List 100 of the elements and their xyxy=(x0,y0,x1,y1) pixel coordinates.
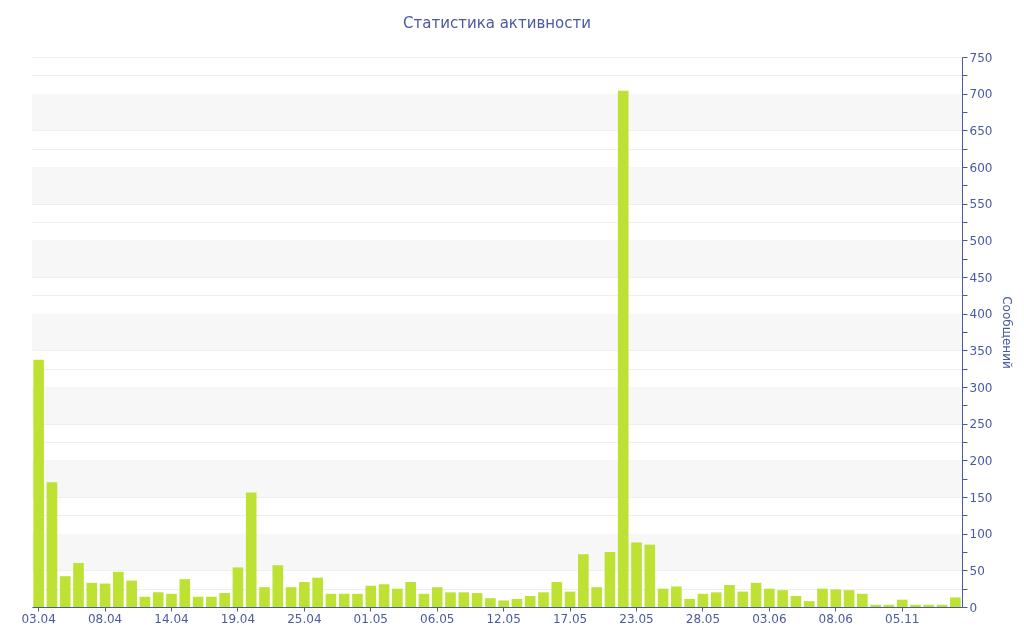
bar xyxy=(538,592,549,607)
bar xyxy=(431,587,443,607)
bar xyxy=(777,590,788,607)
bar xyxy=(843,590,855,607)
bar xyxy=(750,582,762,607)
bar xyxy=(511,598,523,607)
bar xyxy=(830,589,842,607)
y-tick-label: 200 xyxy=(969,453,993,468)
chart-title: Статистика активности xyxy=(403,14,591,32)
y-tick-label: 750 xyxy=(969,50,993,65)
bar xyxy=(923,604,935,607)
bar xyxy=(950,597,961,607)
bar xyxy=(817,588,828,607)
x-tick-label: 12.05 xyxy=(486,611,521,626)
bar xyxy=(86,582,98,607)
bar xyxy=(485,598,496,607)
y-tick-label: 350 xyxy=(969,343,993,358)
y-tick-label: 500 xyxy=(969,233,993,248)
y-tick-label: 100 xyxy=(969,527,993,542)
y-tick-label: 250 xyxy=(969,417,993,432)
bar xyxy=(392,588,403,607)
x-tick-label: 14.04 xyxy=(154,611,189,626)
x-tick-label: 08.06 xyxy=(818,611,853,626)
bar xyxy=(657,588,669,607)
bar xyxy=(617,90,629,607)
bar xyxy=(59,576,71,607)
bar xyxy=(312,577,323,607)
bar xyxy=(631,542,642,607)
bar xyxy=(498,600,509,607)
bar xyxy=(99,583,111,607)
y-tick-label: 650 xyxy=(969,123,993,138)
bar xyxy=(896,599,908,607)
bar xyxy=(445,592,456,607)
y-tick-label: 0 xyxy=(969,600,978,615)
bar xyxy=(179,579,191,607)
bar xyxy=(299,582,310,607)
bar xyxy=(737,591,749,607)
bar xyxy=(405,582,416,607)
bar xyxy=(870,604,881,607)
bar xyxy=(710,592,722,607)
bar xyxy=(564,591,576,607)
bar xyxy=(910,604,921,607)
y-axis-title: Сообщений xyxy=(1000,296,1015,369)
y-tick-label: 150 xyxy=(969,490,993,505)
bar xyxy=(219,593,230,607)
x-tick-label: 01.05 xyxy=(353,611,388,626)
bar xyxy=(73,563,84,607)
bar xyxy=(113,571,124,607)
bar xyxy=(126,580,137,607)
bar xyxy=(166,593,177,607)
x-tick-label: 17.05 xyxy=(552,611,588,626)
bar xyxy=(644,544,656,607)
y-tick-label: 450 xyxy=(969,270,993,285)
bar xyxy=(139,596,151,607)
bar xyxy=(604,552,616,607)
x-tick-label: 08.04 xyxy=(87,611,123,626)
bar xyxy=(803,601,815,607)
y-tick-label: 700 xyxy=(969,87,993,102)
bar xyxy=(684,598,695,607)
bar xyxy=(378,584,390,607)
y-tick-label: 600 xyxy=(969,160,993,175)
bar xyxy=(471,593,483,607)
bar xyxy=(272,565,284,607)
y-tick-label: 300 xyxy=(969,380,993,395)
x-tick-label: 28.05 xyxy=(685,611,721,626)
x-tick-label: 06.05 xyxy=(420,611,455,626)
x-tick-label: 19.04 xyxy=(220,611,256,626)
bar xyxy=(365,585,377,607)
bar xyxy=(285,587,297,607)
bar xyxy=(232,567,244,607)
y-tick-label: 400 xyxy=(969,307,993,322)
y-tick-label: 550 xyxy=(969,197,993,212)
bar xyxy=(697,593,709,607)
bar xyxy=(259,587,270,607)
bar xyxy=(46,482,58,607)
x-tick-label: 03.04 xyxy=(21,611,56,626)
x-tick-label: 05.11 xyxy=(885,611,920,626)
x-tick-label: 25.04 xyxy=(287,611,322,626)
bar xyxy=(192,596,204,607)
bar xyxy=(857,593,868,607)
bar xyxy=(524,596,536,607)
bar xyxy=(671,586,682,607)
bar xyxy=(325,593,337,607)
bar xyxy=(245,492,257,607)
x-tick-label: 03.06 xyxy=(752,611,787,626)
bar xyxy=(591,587,602,607)
bar xyxy=(206,596,217,607)
bar xyxy=(338,593,350,607)
bar xyxy=(458,592,470,607)
bar xyxy=(418,593,430,607)
bar xyxy=(551,582,563,607)
bar xyxy=(33,359,44,607)
bar xyxy=(724,585,735,607)
x-tick-label: 23.05 xyxy=(619,611,654,626)
bar xyxy=(352,593,363,607)
bar xyxy=(790,596,802,607)
y-tick-label: 50 xyxy=(969,563,985,578)
bar xyxy=(578,554,589,607)
bar xyxy=(152,592,164,607)
bar xyxy=(764,588,775,607)
